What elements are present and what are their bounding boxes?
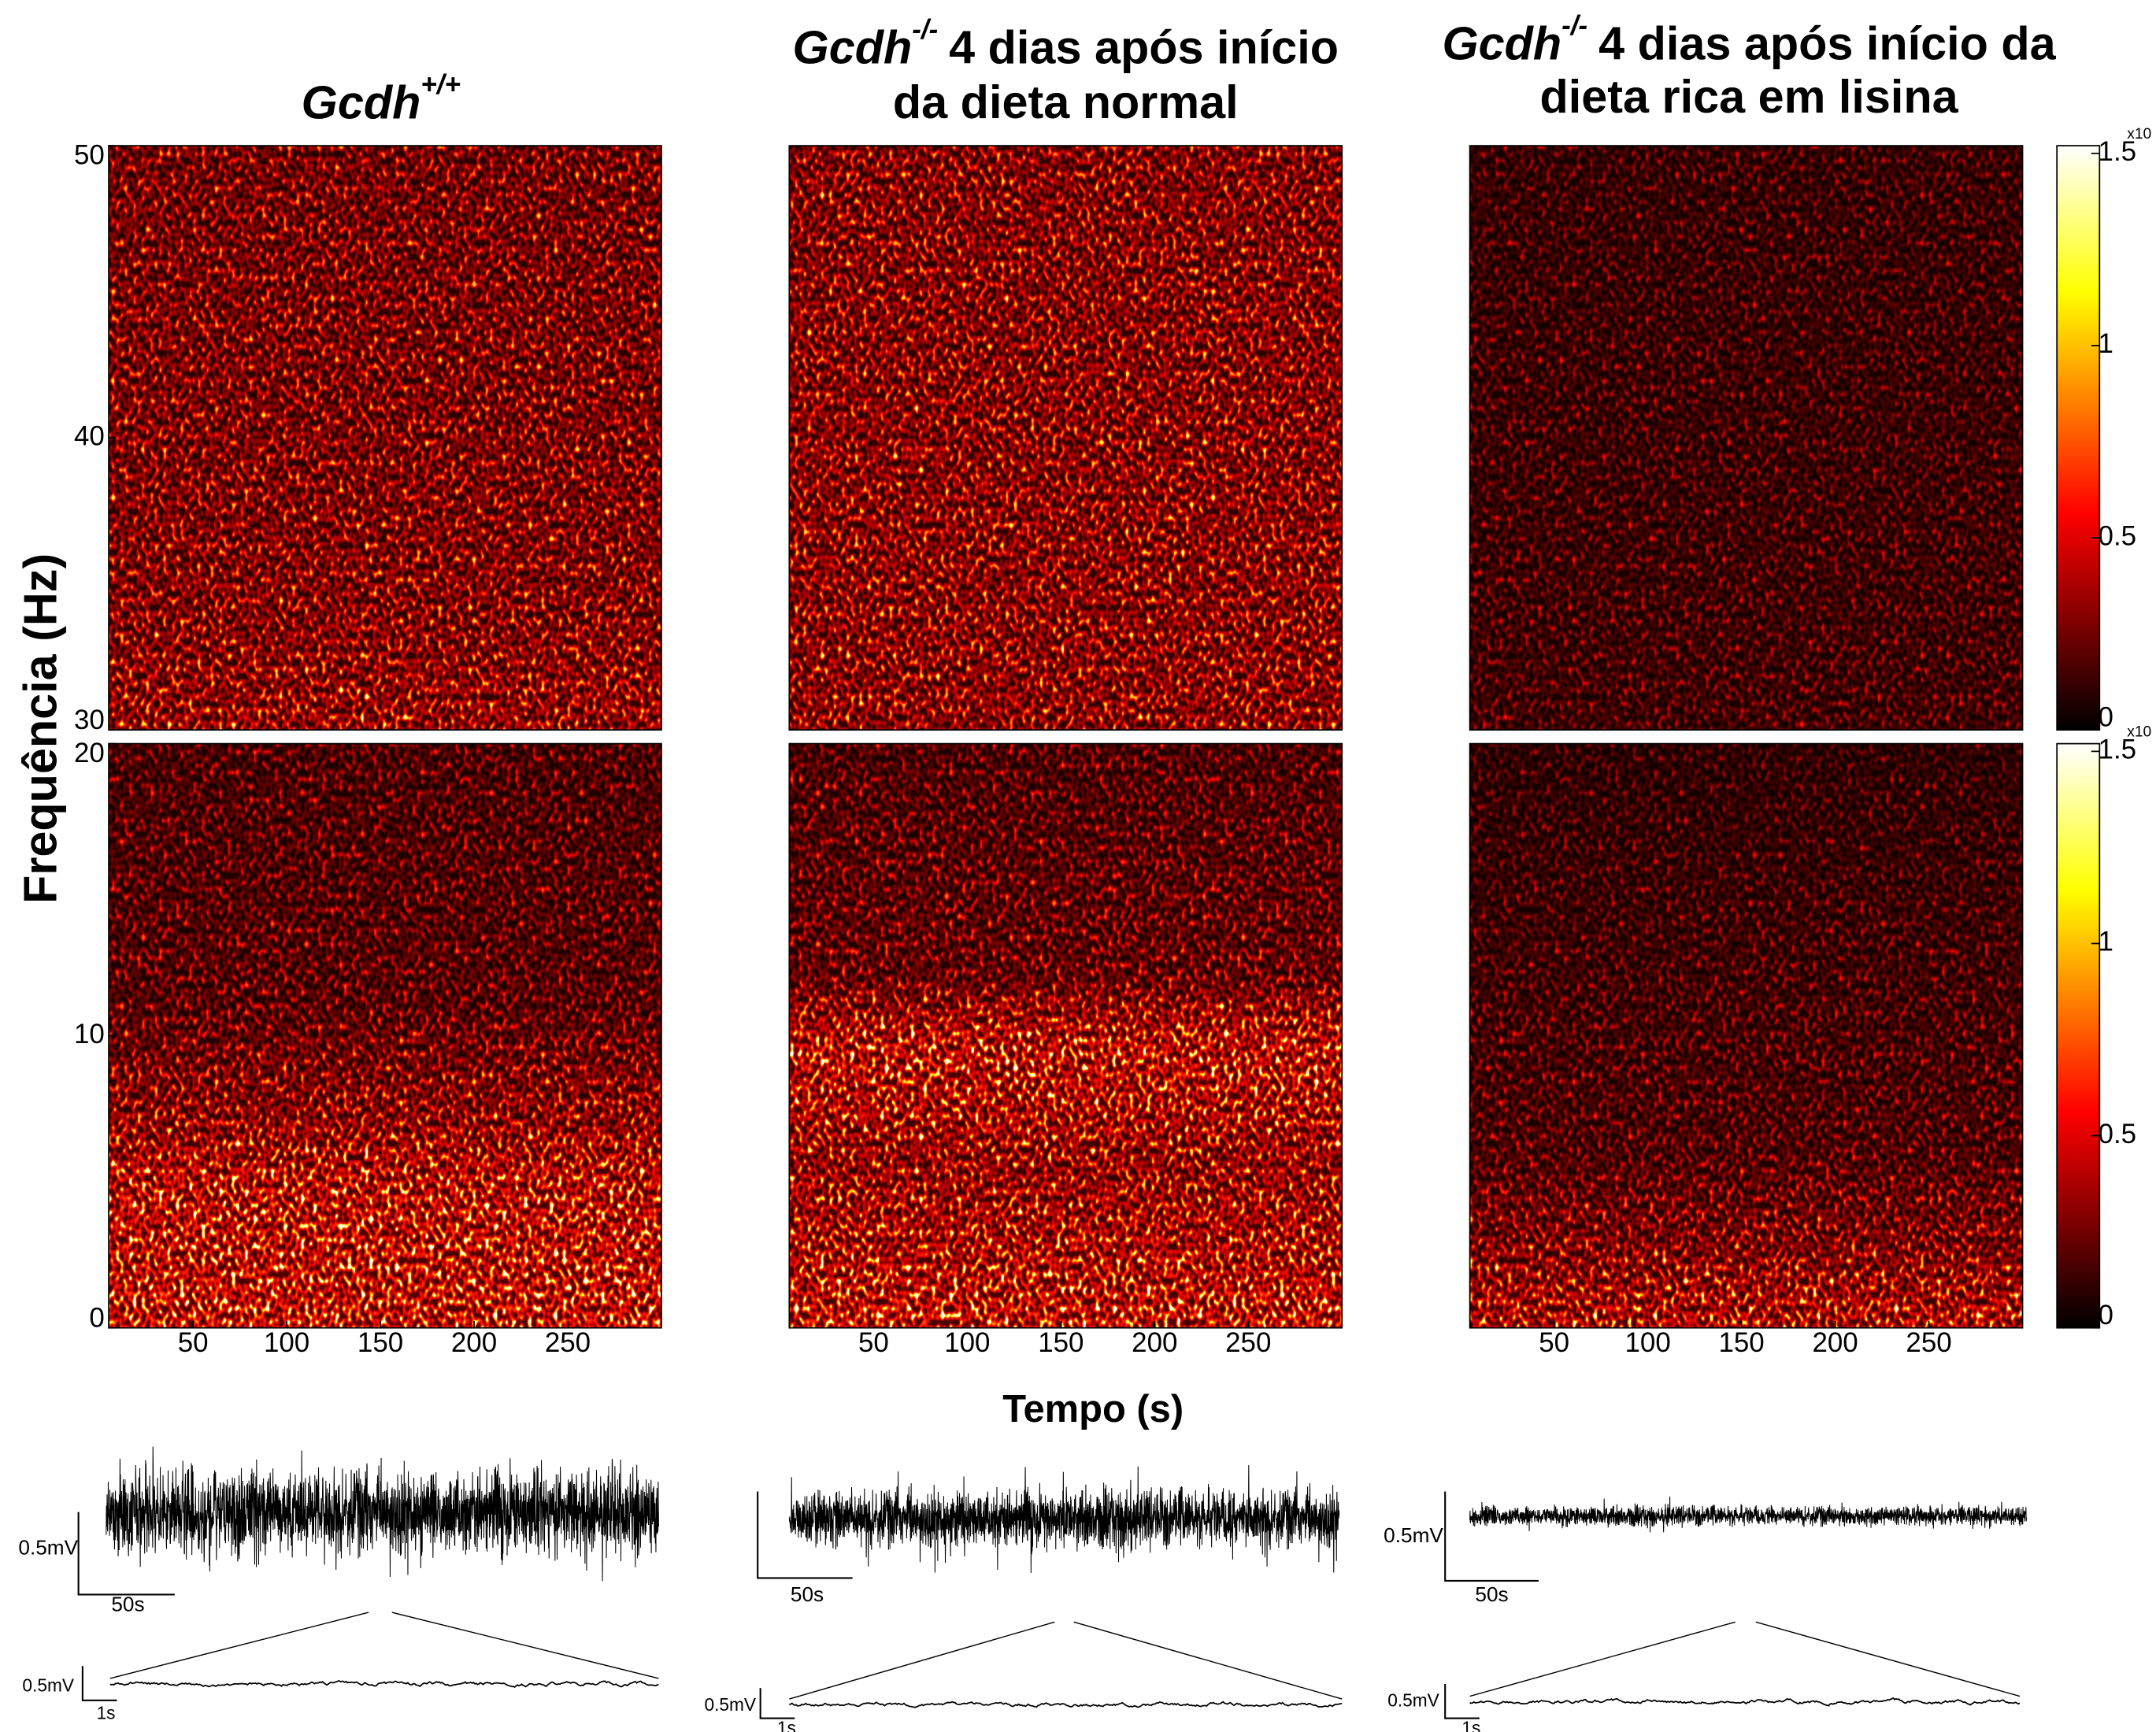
colorbar (2056, 742, 2101, 1329)
panel-frame (788, 742, 1343, 1329)
title-text: 4 dias após início (949, 20, 1339, 73)
x-tick-label: 250 (1225, 1327, 1271, 1358)
scale-amplitude: 0.5mV (18, 1536, 78, 1560)
x-tick-label: 100 (1625, 1327, 1671, 1358)
scale-bar (81, 1666, 117, 1701)
colorbar (2056, 145, 2101, 731)
scale-bar (1444, 1683, 1480, 1719)
scale-bar (77, 1512, 175, 1596)
scale-bar (1444, 1491, 1539, 1582)
panel-frame (1469, 742, 2024, 1329)
y-tick-label: 0 (89, 1302, 104, 1333)
title-gene: Gcdh (302, 76, 421, 128)
zoom-line (1073, 1621, 1343, 1700)
x-tick-label: 150 (1038, 1327, 1084, 1358)
title-gene: Gcdh (793, 20, 913, 73)
scale-time: 1s (97, 1702, 116, 1723)
colorbar-exponent: x10 (2127, 126, 2151, 142)
eeg-trace (106, 1446, 659, 1582)
zoom-line (109, 1612, 369, 1679)
scale-amplitude: 0.5mV (1384, 1523, 1443, 1547)
colorbar-tick-label: 1.5 (2099, 735, 2137, 765)
zoom-line (789, 1621, 1055, 1700)
colorbar-tick-label: 1.5 (2099, 136, 2137, 167)
title-text: 4 dias após início da (1598, 17, 2057, 69)
y-tick-label: 40 (74, 420, 105, 451)
panel-frame (1469, 145, 2024, 731)
spectrogram (109, 146, 661, 731)
spectrogram (1469, 146, 2023, 731)
y-axis-label: Frequência (Hz) (14, 553, 67, 904)
x-tick-label: 150 (357, 1327, 403, 1358)
zoom-line (1755, 1621, 2021, 1697)
x-tick-label: 100 (944, 1327, 990, 1358)
x-tick-label: 200 (1132, 1327, 1177, 1358)
eeg-trace (1469, 1496, 2028, 1533)
zoom-line (1469, 1621, 1736, 1697)
title-genotype: -/- (912, 14, 938, 45)
panel-title: da dieta normal (893, 76, 1239, 128)
x-axis-label: Tempo (s) (1002, 1388, 1184, 1430)
y-tick-label: 20 (74, 738, 105, 768)
scale-amplitude: 0.5mV (1387, 1690, 1439, 1711)
panel-title: dieta rica em lisina (1539, 70, 1958, 123)
x-tick-label: 150 (1718, 1327, 1764, 1358)
scale-bar (757, 1491, 853, 1579)
scale-time: 50s (791, 1582, 824, 1606)
spectrogram (789, 743, 1343, 1328)
colorbar-tick-label: 1 (2099, 328, 2113, 359)
panel-title: Gcdh+/+ (302, 69, 461, 128)
y-tick-label: 30 (74, 705, 105, 735)
spectrogram (109, 743, 661, 1328)
scale-amplitude: 0.5mV (22, 1675, 74, 1695)
colorbar-tick-label: 0 (2099, 701, 2113, 732)
x-tick-label: 100 (264, 1327, 309, 1358)
scale-amplitude: 0.5mV (704, 1694, 756, 1715)
title-genotype: -/- (1561, 10, 1587, 41)
eeg-zoom-trace (789, 1701, 1343, 1708)
colorbar-tick-label: 0.5 (2099, 520, 2137, 551)
scale-bar (759, 1688, 795, 1719)
spectrogram (1469, 743, 2023, 1328)
x-tick-label: 250 (545, 1327, 591, 1358)
x-tick-label: 50 (858, 1327, 889, 1358)
eeg-trace (788, 1465, 1340, 1574)
spectrogram (789, 146, 1343, 731)
y-tick-label: 10 (74, 1019, 105, 1049)
colorbar-tick-label: 0 (2099, 1300, 2113, 1330)
panel-frame (788, 145, 1343, 731)
scale-time: 1s (777, 1718, 796, 1732)
panel-title: Gcdh-/- 4 dias após início (793, 14, 1339, 73)
x-tick-label: 250 (1906, 1327, 1951, 1358)
y-tick-label: 50 (74, 139, 105, 170)
eeg-zoom-trace (109, 1679, 659, 1688)
colorbar-tick-label: 1 (2099, 927, 2113, 957)
panel-title: Gcdh-/- 4 dias após início da (1442, 10, 2056, 69)
x-tick-label: 50 (1539, 1327, 1569, 1358)
zoom-line (391, 1612, 659, 1679)
x-tick-label: 50 (178, 1327, 209, 1358)
eeg-zoom-trace (1469, 1697, 2021, 1707)
scale-time: 50s (111, 1592, 144, 1615)
x-tick-label: 200 (451, 1327, 497, 1358)
scale-time: 1s (1461, 1718, 1480, 1732)
title-genotype: +/+ (420, 69, 460, 100)
scale-time: 50s (1475, 1582, 1508, 1606)
colorbar-tick-label: 0.5 (2099, 1119, 2137, 1149)
colorbar-exponent: x10 (2127, 724, 2151, 741)
x-tick-label: 200 (1812, 1327, 1858, 1358)
title-gene: Gcdh (1442, 17, 1561, 69)
